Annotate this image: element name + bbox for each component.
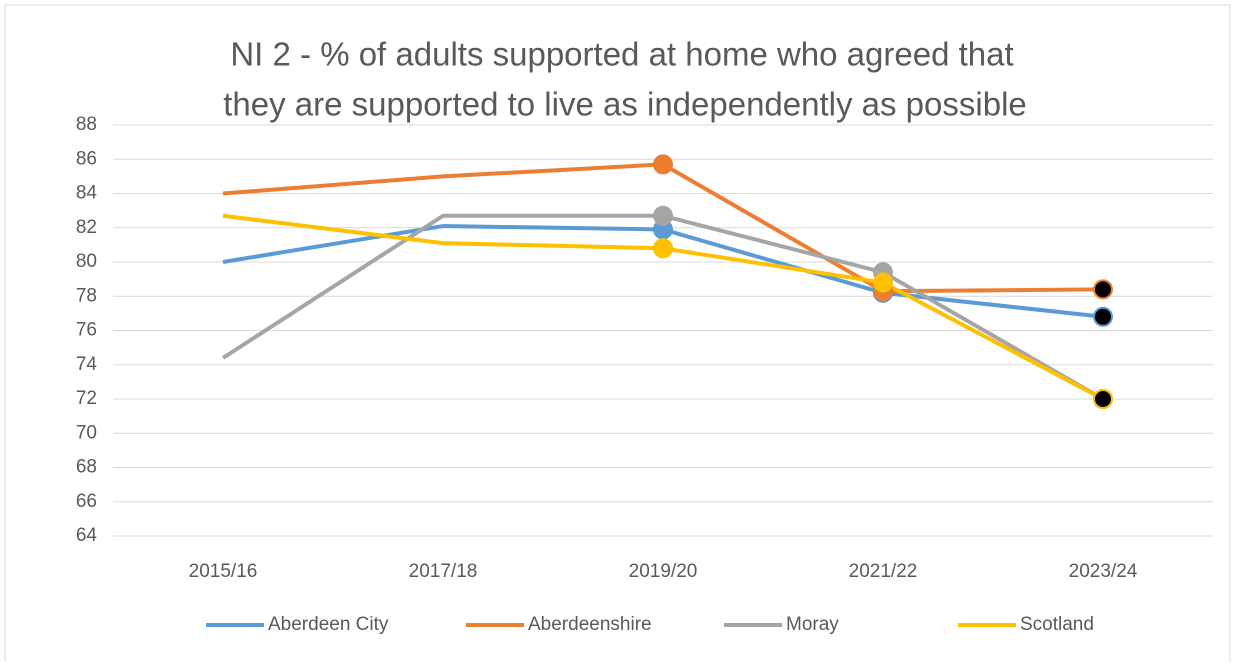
legend-label: Aberdeen City (268, 614, 389, 635)
data-point (653, 154, 673, 175)
x-tick-label: 2019/20 (629, 561, 698, 582)
chart-frame (4, 4, 1231, 666)
y-tick-label: 76 (76, 320, 97, 341)
chart-title: they are supported to live as independen… (223, 86, 1027, 123)
x-tick-label: 2015/16 (189, 561, 258, 582)
y-tick-label: 88 (76, 114, 97, 135)
data-point (873, 272, 893, 293)
y-tick-label: 66 (76, 491, 97, 512)
data-point (653, 205, 673, 226)
x-tick-label: 2017/18 (409, 561, 478, 582)
legend-label: Scotland (1020, 614, 1094, 635)
y-tick-label: 80 (76, 251, 97, 272)
y-tick-label: 72 (76, 388, 97, 409)
data-point (1093, 279, 1113, 300)
y-tick-label: 68 (76, 457, 97, 478)
y-tick-label: 70 (76, 422, 97, 443)
chart-title: NI 2 - % of adults supported at home who… (230, 36, 1013, 73)
y-tick-label: 74 (76, 354, 98, 375)
x-tick-label: 2021/22 (849, 561, 918, 582)
y-tick-label: 78 (76, 285, 97, 306)
data-point (1093, 306, 1113, 327)
x-tick-label: 2023/24 (1069, 561, 1138, 582)
data-point (653, 238, 673, 259)
y-tick-label: 82 (76, 217, 97, 238)
y-tick-label: 64 (76, 525, 98, 546)
legend-label: Aberdeenshire (528, 614, 652, 635)
legend-label: Moray (786, 614, 839, 635)
y-tick-label: 84 (76, 183, 98, 204)
data-point (1093, 389, 1113, 409)
y-tick-label: 86 (76, 148, 97, 169)
